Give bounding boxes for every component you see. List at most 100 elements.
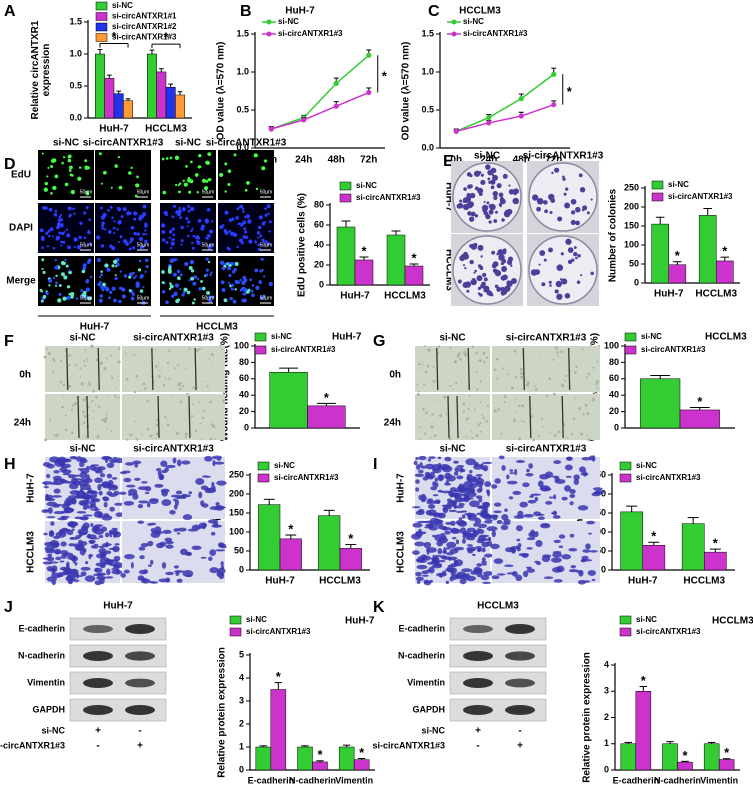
cell xyxy=(219,225,224,230)
cell xyxy=(106,462,115,469)
cell xyxy=(201,286,206,291)
colony xyxy=(466,172,472,177)
cell xyxy=(553,579,563,583)
texture xyxy=(155,432,159,436)
cell xyxy=(86,165,90,170)
cell xyxy=(137,503,144,509)
cell xyxy=(458,517,463,521)
cell xyxy=(102,496,109,501)
cell xyxy=(161,281,165,285)
texture xyxy=(133,390,137,394)
texture xyxy=(60,405,64,409)
texture xyxy=(79,375,82,378)
significance: * xyxy=(276,669,282,684)
cell xyxy=(423,520,434,524)
cell xyxy=(63,262,67,265)
colony xyxy=(501,258,507,264)
cell xyxy=(416,560,427,563)
cell xyxy=(569,488,576,495)
wound-edge xyxy=(561,395,564,439)
cell xyxy=(454,466,460,473)
cell xyxy=(100,285,104,290)
cell xyxy=(115,457,124,464)
legend-label: si-NC xyxy=(636,461,657,470)
colony xyxy=(495,210,498,214)
cell xyxy=(65,228,69,231)
cell xyxy=(255,285,260,290)
cell xyxy=(112,226,116,230)
colony xyxy=(570,210,576,215)
y-tick-label: 150 xyxy=(229,507,244,517)
wound-edge xyxy=(97,347,100,391)
colony xyxy=(467,193,473,199)
legend-label: si-NC xyxy=(278,17,299,26)
legend-label: si-circANTXR1#3 xyxy=(463,29,528,38)
texture xyxy=(432,379,436,383)
cell xyxy=(62,240,66,244)
cell xyxy=(54,265,59,270)
y-axis-label: Wound healing rate(%) xyxy=(220,333,231,441)
texture xyxy=(494,410,497,413)
y-tick-label: 200 xyxy=(624,201,639,211)
texture xyxy=(96,435,100,439)
colony xyxy=(492,174,499,181)
bar xyxy=(718,759,735,771)
cell xyxy=(207,246,212,250)
cell xyxy=(496,573,506,576)
y-tick-label: 0 xyxy=(634,277,639,287)
column-header: si-circANTXR1#3 xyxy=(83,138,164,149)
texture xyxy=(482,416,485,420)
cell xyxy=(57,298,62,303)
texture xyxy=(500,432,503,435)
line xyxy=(456,103,554,133)
cell xyxy=(198,522,208,528)
y-tick-label: 0 xyxy=(614,422,619,432)
cell xyxy=(453,471,459,476)
legend-swatch xyxy=(339,193,352,203)
cell xyxy=(54,548,62,555)
colony xyxy=(496,253,499,256)
cell xyxy=(133,211,138,216)
cell xyxy=(76,456,83,462)
y-tick-label: 0.5 xyxy=(69,80,82,90)
cell xyxy=(266,204,271,209)
column-header: si-circANTXR1#3 xyxy=(506,444,587,455)
texture xyxy=(485,420,489,423)
texture xyxy=(477,422,479,425)
x-tick-label: N-cadherin xyxy=(654,775,701,785)
cell xyxy=(41,290,44,293)
cell xyxy=(192,234,196,238)
colony xyxy=(490,185,495,190)
cell xyxy=(90,503,97,509)
cell xyxy=(244,230,248,234)
y-tick-label: 1.0 xyxy=(69,48,82,58)
cell xyxy=(171,294,175,298)
cell xyxy=(89,540,95,545)
cell xyxy=(188,279,191,282)
blot-title: HuH-7 xyxy=(103,601,133,612)
texture xyxy=(468,394,471,397)
cell xyxy=(506,572,517,575)
cell xyxy=(432,481,437,487)
x-tick-label: HuH-7 xyxy=(99,124,129,135)
colony xyxy=(463,251,468,257)
cell xyxy=(183,287,188,292)
cell xyxy=(174,155,180,161)
x-tick-label: HuH-7 xyxy=(654,289,684,300)
cell xyxy=(416,564,428,570)
colony xyxy=(563,192,567,196)
cell xyxy=(41,237,45,241)
texture xyxy=(90,344,94,348)
colony xyxy=(580,274,583,277)
colony xyxy=(539,250,546,256)
cell xyxy=(71,498,77,505)
texture xyxy=(59,380,63,384)
cell xyxy=(239,222,244,227)
cell xyxy=(111,527,118,531)
cell xyxy=(81,269,86,274)
cell xyxy=(181,207,186,212)
cell xyxy=(467,550,474,554)
y-tick-label: 0 xyxy=(239,764,244,774)
texture xyxy=(103,367,107,371)
